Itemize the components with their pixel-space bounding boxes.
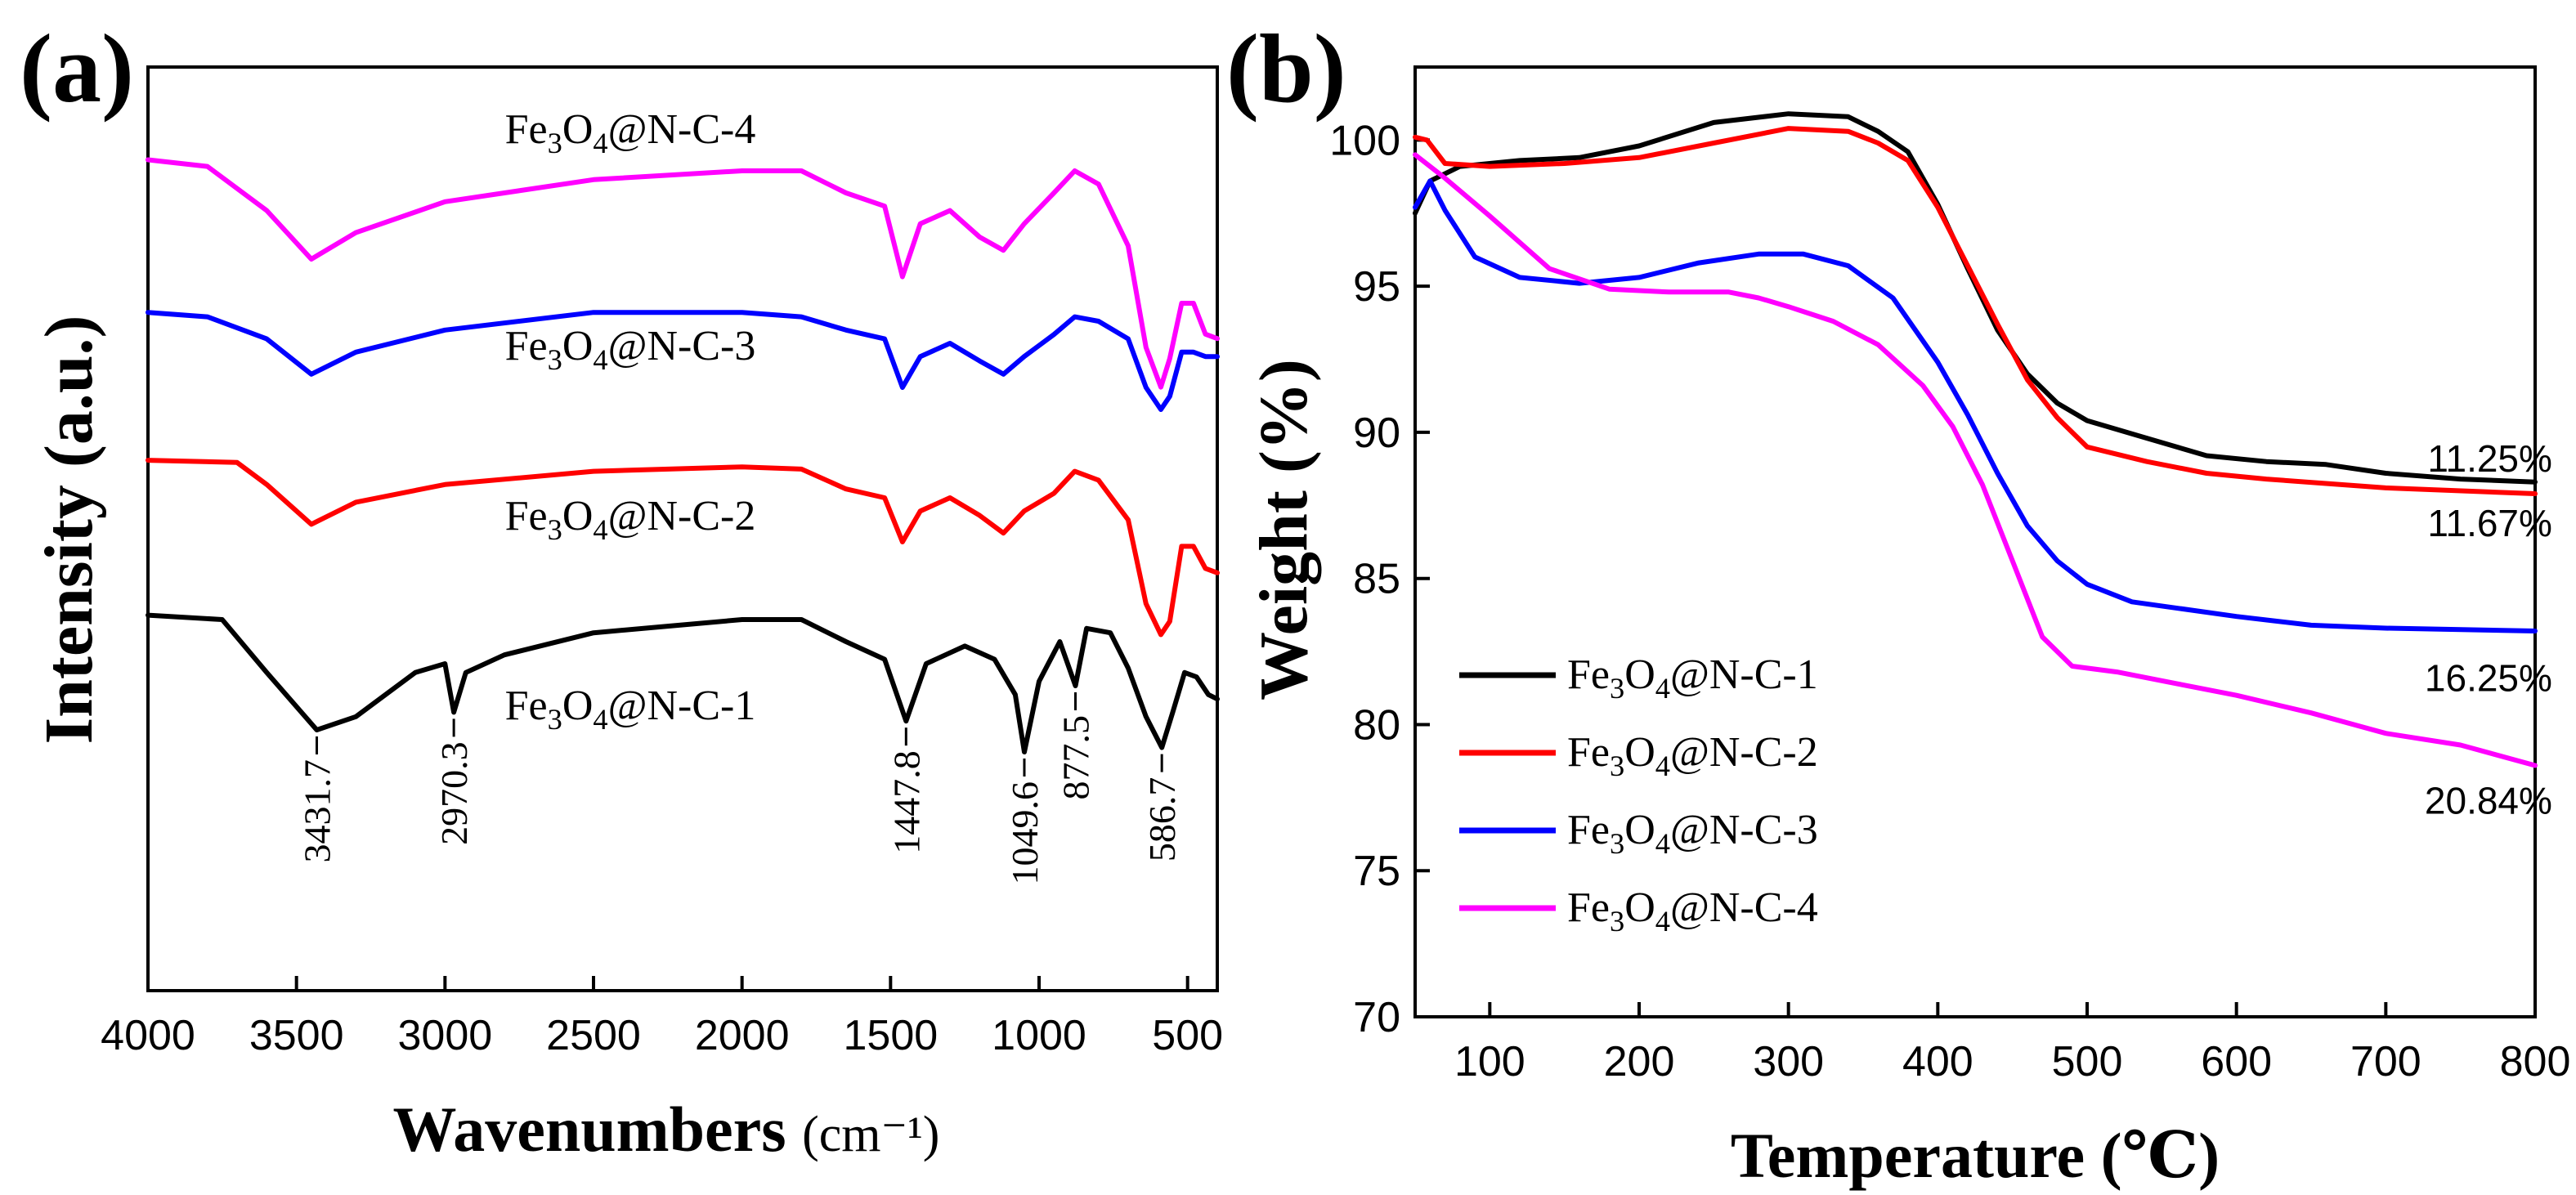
panel-b-y-tick-label: 85 [1353,556,1400,603]
panel-b-legend-label-1: Fe3O4@N-C-1 [1567,651,1818,705]
panel-a-frame [146,65,1219,992]
panel-b-x-tick-label: 400 [1902,1038,1973,1085]
panel-a: (a) 4000 3500 3000 2500 2000 1500 1000 500 Fe3O… [20,14,1223,1165]
panel-a-annotation-label: 586.7 [1141,777,1183,862]
panel-b-x-tick-label: 800 [2500,1038,2571,1085]
panel-a-annotation-label: 2970.3 [433,741,475,845]
panel-b-residue-label: 11.67% [2427,502,2552,544]
panel-b-legend: Fe3O4@N-C-1 Fe3O4@N-C-2 Fe3O4@N-C-3 Fe3O4@N… [1459,651,1818,938]
panel-b-residue-label: 11.25% [2427,437,2552,480]
panel-b-x-tick-label: 600 [2201,1038,2272,1085]
panel-a-x-axis-unit: (cm⁻¹) [802,1107,939,1162]
panel-a-series-line-4 [146,157,1220,390]
panel-a-series-label-2: Fe3O4@N-C-2 [505,493,756,546]
panel-b-x-tick-label: 200 [1604,1038,1675,1085]
panel-a-x-tick-label: 1500 [843,1012,938,1059]
panel-b-y-tick-label: 75 [1353,848,1400,895]
panel-b-x-tick-label: 700 [2350,1038,2421,1085]
panel-a-series-line-2 [146,458,1220,638]
panel-a-series-label-4: Fe3O4@N-C-4 [505,106,756,159]
panel-b-legend-label-4: Fe3O4@N-C-4 [1567,884,1818,938]
panel-b-series-line-2 [1413,126,2538,496]
panel-a-x-tick-label: 3500 [249,1012,344,1059]
panel-b-legend-label-2: Fe3O4@N-C-2 [1567,729,1818,782]
panel-a-x-tick-label: 2000 [695,1012,790,1059]
panel-b-x-tick-label: 500 [2052,1038,2123,1085]
panel-a-series-line-3 [146,310,1220,412]
panel-b-x-axis-label: Temperature (℃) [1731,1120,2220,1191]
panel-b-y-tick-label: 70 [1353,994,1400,1041]
panel-b-x-ticks: 100 200 300 400 500 600 700 800 [1454,1002,2570,1085]
panel-a-annotation-label: 1049.6 [1004,781,1046,885]
panel-a-x-tick-label: 1000 [992,1012,1086,1059]
panel-a-series-line-1 [146,612,1220,754]
panel-b-y-tick-label: 90 [1353,410,1400,457]
panel-a-curve-labels: Fe3O4@N-C-4 Fe3O4@N-C-3 Fe3O4@N-C-2 Fe3O4@N… [505,106,756,736]
panel-a-series-label-1: Fe3O4@N-C-1 [505,683,756,736]
panel-a-label: (a) [20,14,134,123]
panel-b-series-line-4 [1413,152,2538,768]
panel-b-y-ticks: 70 75 80 85 90 95 100 [1329,117,1430,1041]
panel-b-label: (b) [1226,14,1346,123]
panel-b-x-tick-label: 100 [1454,1038,1525,1085]
panel-a-x-tick-label: 2500 [546,1012,641,1059]
panel-a-x-axis-title: Wavenumbers [393,1094,786,1165]
panel-b-curves [1413,111,2538,768]
panel-b-legend-label-3: Fe3O4@N-C-3 [1567,807,1818,860]
panel-a-annotation-label: 877.5 [1055,715,1097,800]
panel-a-annotation-label: 3431.7 [296,759,338,863]
panel-a-x-ticks: 4000 3500 3000 2500 2000 1500 1000 500 [101,976,1223,1059]
panel-a-y-axis-label: Intensity (a.u.) [31,315,107,744]
panel-b-x-tick-label: 300 [1753,1038,1824,1085]
panel-a-series-label-3: Fe3O4@N-C-3 [505,323,756,376]
panel-b-series-line-3 [1413,178,2538,633]
panel-b-annotations: 11.25% 11.67% 16.25% 20.84% [2425,437,2552,821]
panel-b-y-tick-label: 100 [1329,117,1400,164]
panel-b-frame [1413,65,2537,1018]
panel-a-x-tick-label: 500 [1152,1012,1223,1059]
panel-b-residue-label: 16.25% [2425,656,2552,699]
panel-a-x-tick-label: 4000 [101,1012,195,1059]
panel-a-annotation-label: 1447.8 [885,750,927,853]
panel-b: (b) 100 200 300 400 500 600 700 800 70 75 80 85 90 9… [1226,14,2570,1191]
panel-b-residue-label: 20.84% [2425,779,2552,821]
panel-b-y-tick-label: 80 [1353,701,1400,749]
panel-b-y-tick-label: 95 [1353,263,1400,311]
panel-a-x-tick-label: 3000 [397,1012,492,1059]
panel-a-x-axis-label: Wavenumbers (cm⁻¹) [393,1094,940,1165]
panel-a-curves [146,157,1220,754]
panel-b-y-axis-label: Weight (%) [1246,359,1322,700]
